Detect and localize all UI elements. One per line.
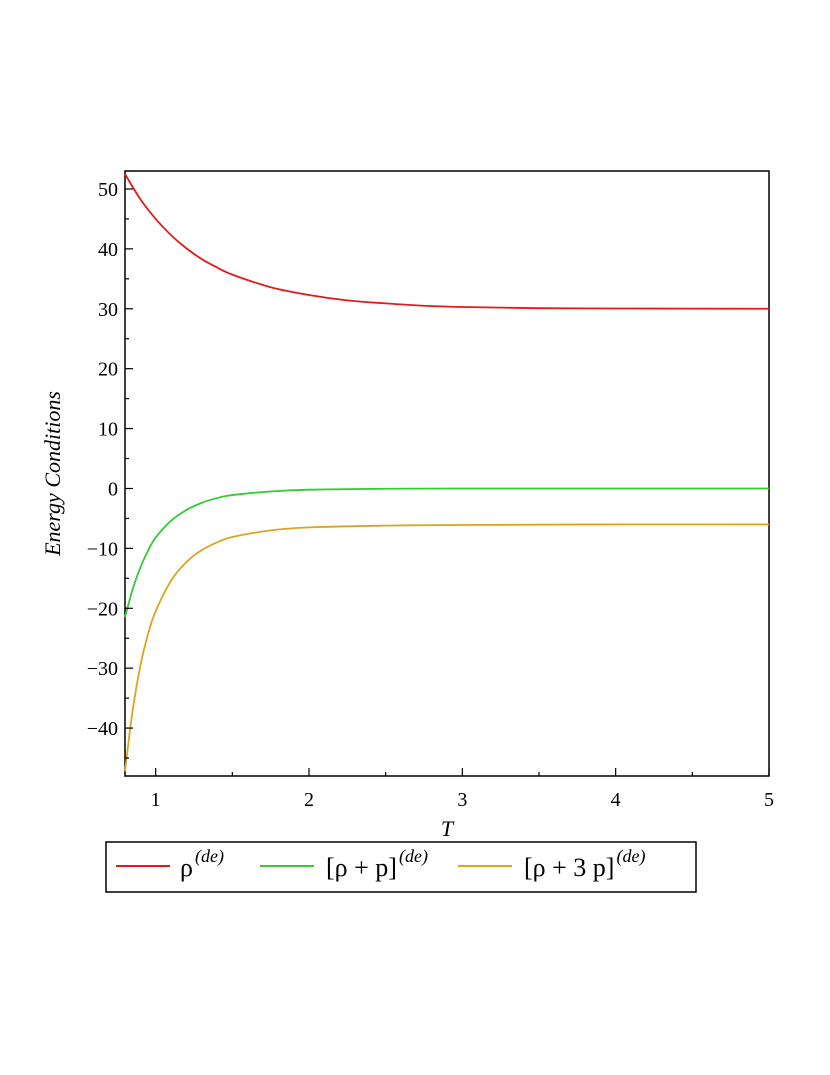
x-tick-label: 3 <box>457 789 467 811</box>
axes-layer: 50 40 30 20 10 0 −10 −20 −30 −40 1 2 3 4 5 <box>87 179 774 811</box>
y-tick-label: −10 <box>87 538 118 560</box>
legend-box <box>105 841 697 893</box>
y-tick-label: −30 <box>87 658 118 680</box>
legend-label-1: [ρ + p] <box>326 853 397 882</box>
series-layer <box>124 173 770 772</box>
x-axis-label: T <box>441 816 455 841</box>
legend-superscript-2: (de) <box>616 846 645 867</box>
x-tick-label: 2 <box>304 789 314 811</box>
legend-label-0: ρ <box>180 853 193 882</box>
y-tick-label: 30 <box>98 299 118 321</box>
x-tick-label: 4 <box>611 789 621 811</box>
x-tick-label: 1 <box>151 789 161 811</box>
x-tick-label: 5 <box>764 789 774 811</box>
y-tick-label: 20 <box>98 359 118 381</box>
legend-superscript-1: (de) <box>399 846 428 867</box>
y-tick-label: 50 <box>98 179 118 201</box>
legend-superscript-0: (de) <box>195 846 224 867</box>
y-tick-label: 40 <box>98 239 118 261</box>
y-tick-label: 10 <box>98 419 118 441</box>
series-line-1 <box>124 487 769 618</box>
legend-label-2: [ρ + 3 p] <box>524 853 614 882</box>
y-axis-label: Energy Conditions <box>40 391 65 557</box>
y-tick-label: −20 <box>87 598 118 620</box>
y-tick-label: −40 <box>87 718 118 740</box>
plot-frame <box>124 170 770 777</box>
series-line-2 <box>124 523 770 772</box>
series-line-0 <box>124 173 770 310</box>
y-tick-label: 0 <box>108 478 118 500</box>
legend: ρ (de) [ρ + p] (de) [ρ + 3 p] (de) <box>105 841 697 893</box>
